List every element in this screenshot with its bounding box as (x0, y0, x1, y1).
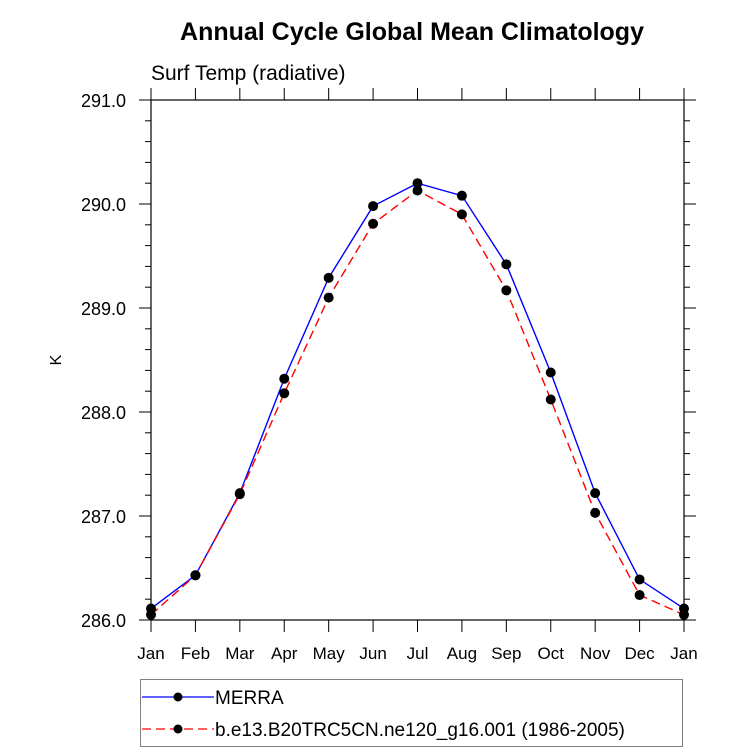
y-tick-label: 287.0 (81, 507, 126, 527)
data-point-series-0 (456, 190, 467, 201)
series-line-1 (150, 189, 685, 616)
data-point-series-1 (146, 609, 156, 620)
y-tick-label: 290.0 (81, 195, 126, 215)
x-tick-label: Jan (137, 644, 164, 663)
chart-subtitle: Surf Temp (radiative) (151, 62, 346, 85)
x-tick-label: Mar (225, 644, 255, 663)
y-axis-label: K (48, 354, 65, 365)
y-tick-labels: 286.0 287.0 288.0 289.0 290.0 291.0 (81, 91, 126, 631)
legend-marker-model (173, 724, 183, 734)
legend-label-model: b.e13.B20TRC5CN.ne120_g16.001 (1986-2005… (215, 720, 625, 741)
plot-axes (139, 88, 696, 632)
data-point-series-0 (590, 488, 601, 499)
data-point-series-0 (501, 259, 512, 270)
data-point-series-1 (634, 590, 645, 601)
legend-entry-model: b.e13.B20TRC5CN.ne120_g16.001 (1986-2005… (142, 720, 625, 741)
data-point-series-0 (634, 574, 645, 585)
series-line-0 (150, 182, 685, 610)
x-tick-label: Dec (624, 644, 655, 663)
data-point-series-1 (501, 285, 512, 296)
data-point-series-1 (679, 609, 689, 620)
x-tick-label: Jan (670, 644, 697, 663)
x-tick-label: May (313, 644, 346, 663)
data-point-series-1 (545, 394, 556, 405)
data-point-series-1 (368, 218, 379, 229)
legend: MERRA b.e13.B20TRC5CN.ne120_g16.001 (198… (140, 679, 683, 747)
chart-title: Annual Cycle Global Mean Climatology (180, 18, 644, 46)
legend-marker-merra (173, 692, 183, 702)
legend-entry-merra: MERRA (142, 688, 284, 709)
y-tick-label: 291.0 (81, 91, 126, 111)
x-tick-label: Jul (407, 644, 429, 663)
data-point-series-1 (412, 185, 423, 196)
data-point-series-1 (190, 570, 201, 581)
y-tick-label: 289.0 (81, 299, 126, 319)
legend-box (140, 679, 683, 747)
plot-frame (150, 99, 685, 621)
x-tick-label: Apr (271, 644, 298, 663)
x-tick-label: Aug (447, 644, 477, 663)
x-tick-labels: Jan Feb Mar Apr May Jun Jul Aug Sep Oct Nov Dec Jan (137, 644, 697, 663)
data-point-series-0 (279, 373, 290, 384)
data-point-series-0 (545, 367, 556, 378)
data-point-series-0 (323, 272, 334, 283)
x-tick-label: Feb (181, 644, 210, 663)
y-tick-label: 288.0 (81, 403, 126, 423)
plot-series (146, 178, 689, 620)
y-tick-label: 286.0 (81, 611, 126, 631)
data-point-series-1 (323, 292, 334, 303)
data-point-series-0 (412, 178, 423, 189)
data-point-series-1 (234, 489, 245, 500)
x-tick-label: Jun (359, 644, 386, 663)
x-tick-label: Oct (538, 644, 565, 663)
legend-label-merra: MERRA (215, 688, 284, 709)
data-point-series-1 (456, 209, 467, 220)
data-point-series-0 (368, 201, 379, 212)
x-tick-label: Nov (580, 644, 611, 663)
x-tick-label: Sep (491, 644, 521, 663)
data-point-series-1 (590, 507, 601, 518)
data-point-series-1 (279, 388, 290, 399)
